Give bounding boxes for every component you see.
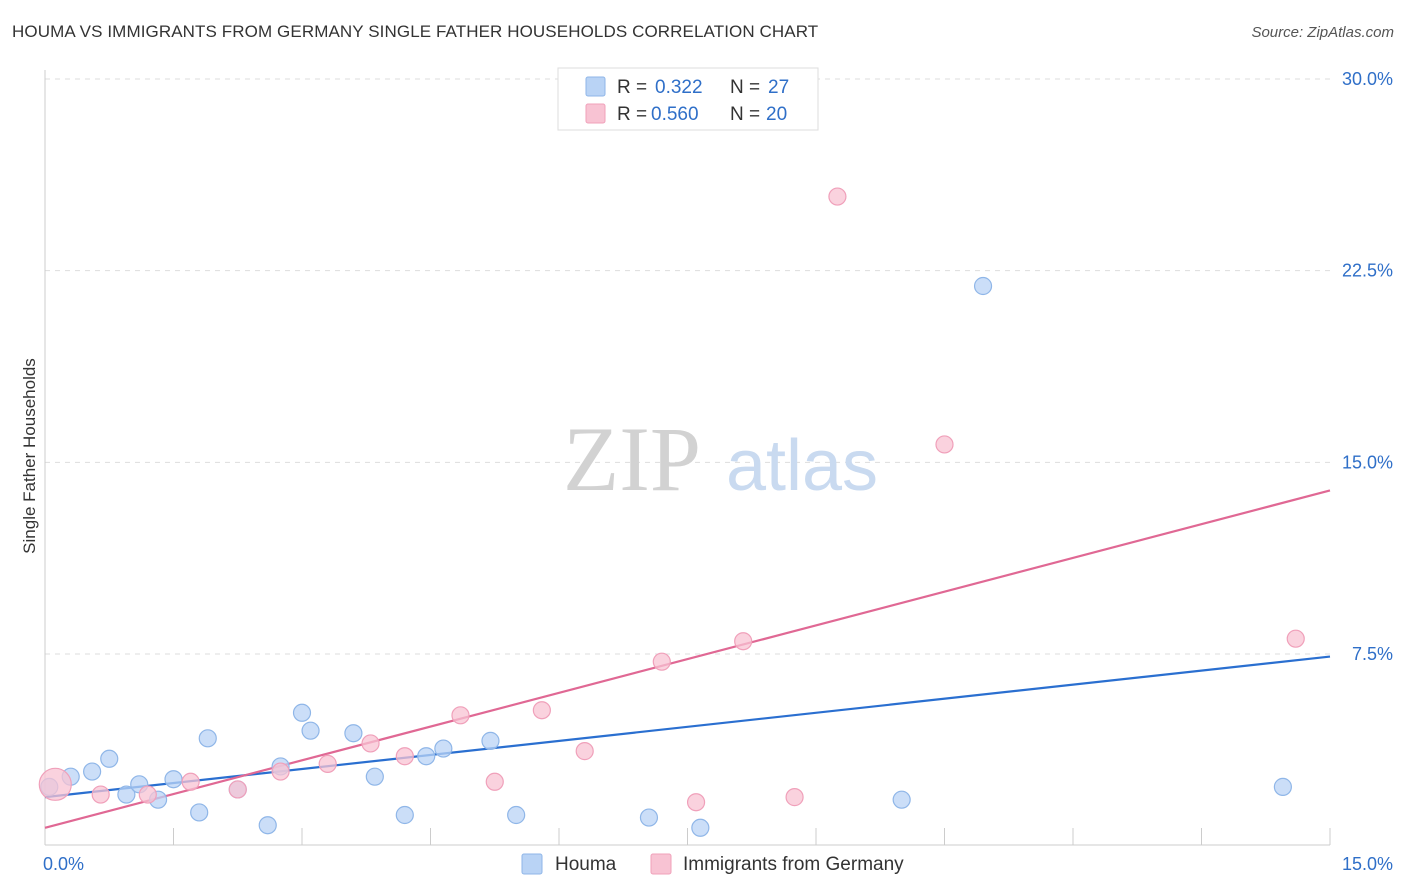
germany-point — [395, 747, 414, 766]
stats-r-label-houma: R = — [617, 77, 647, 98]
source-credit: Source: ZipAtlas.com — [1251, 24, 1394, 41]
data-points — [38, 187, 1305, 837]
series-legend: Houma Immigrants from Germany — [521, 853, 904, 875]
stats-n-label-houma: N = — [730, 77, 760, 98]
germany-point — [451, 706, 470, 725]
stats-n-label-germany: N = — [730, 104, 760, 125]
stats-r-label-germany: R = — [617, 104, 647, 125]
legend-label-germany[interactable]: Immigrants from Germany — [683, 854, 904, 875]
germany-point — [1286, 629, 1305, 648]
houma-trend-line — [44, 655, 1331, 799]
houma-point — [973, 276, 993, 296]
germany-point — [532, 701, 551, 720]
houma-point — [190, 803, 209, 822]
germany-point — [686, 793, 706, 812]
legend-label-houma[interactable]: Houma — [555, 854, 617, 875]
houma-point — [198, 729, 217, 748]
stats-legend-swatch-houma — [585, 76, 606, 97]
houma-point — [258, 816, 277, 835]
houma-point — [164, 770, 183, 789]
germany-point — [652, 652, 671, 671]
houma-point — [344, 724, 363, 743]
germany-point — [828, 187, 847, 206]
germany-point — [785, 788, 804, 807]
houma-point — [83, 762, 102, 781]
germany-point — [91, 785, 110, 804]
watermark-atlas: atlas — [726, 426, 878, 506]
germany-point — [181, 772, 200, 791]
houma-point — [395, 805, 414, 825]
germany-point — [228, 780, 247, 799]
watermark: ZIP atlas — [563, 408, 878, 510]
axes: 7.5% 15.0% 22.5% 30.0% 0.0% 15.0% — [43, 69, 1393, 874]
stats-legend: R = 0.322 N = 27 R = 0.560 N = 20 — [557, 67, 819, 131]
houma-point — [639, 808, 659, 827]
houma-point — [365, 767, 384, 786]
germany-point — [138, 785, 157, 804]
x-tick-label-1: 15.0% — [1342, 854, 1393, 874]
germany-point — [485, 772, 504, 791]
germany-point — [318, 754, 337, 773]
watermark-zip: ZIP — [563, 408, 701, 510]
houma-point — [417, 747, 436, 766]
stats-n-value-houma: 27 — [768, 77, 789, 98]
germany-trend-line — [44, 489, 1331, 829]
stats-r-value-germany: 0.560 — [651, 104, 699, 125]
houma-point — [292, 703, 312, 722]
houma-point — [507, 805, 526, 825]
germany-point — [271, 762, 290, 781]
germany-point — [734, 632, 753, 651]
legend-swatch-houma[interactable] — [521, 853, 543, 875]
y-axis-label: Single Father Households — [20, 358, 39, 554]
stats-n-value-germany: 20 — [766, 104, 787, 125]
germany-point — [38, 767, 72, 801]
chart-title: HOUMA VS IMMIGRANTS FROM GERMANY SINGLE … — [12, 22, 819, 41]
houma-point — [117, 785, 136, 804]
houma-point — [892, 790, 911, 809]
x-tick-label-0: 0.0% — [43, 854, 84, 874]
houma-point — [691, 818, 710, 837]
germany-point — [575, 742, 594, 761]
grid — [45, 78, 1330, 655]
y-tick-label-1: 15.0% — [1342, 452, 1393, 472]
houma-point — [301, 721, 320, 740]
legend-swatch-germany[interactable] — [650, 853, 672, 875]
y-tick-label-2: 22.5% — [1342, 261, 1393, 281]
houma-point — [100, 749, 119, 768]
houma-point — [481, 731, 500, 750]
stats-r-value-houma: 0.322 — [655, 77, 703, 98]
germany-point — [935, 435, 954, 454]
houma-point — [434, 739, 453, 758]
germany-point — [361, 734, 380, 753]
trend-lines — [44, 489, 1331, 829]
stats-legend-swatch-germany — [585, 103, 606, 124]
y-tick-label-0: 7.5% — [1352, 644, 1393, 664]
houma-point — [1273, 777, 1292, 796]
y-tick-label-3: 30.0% — [1342, 69, 1393, 89]
